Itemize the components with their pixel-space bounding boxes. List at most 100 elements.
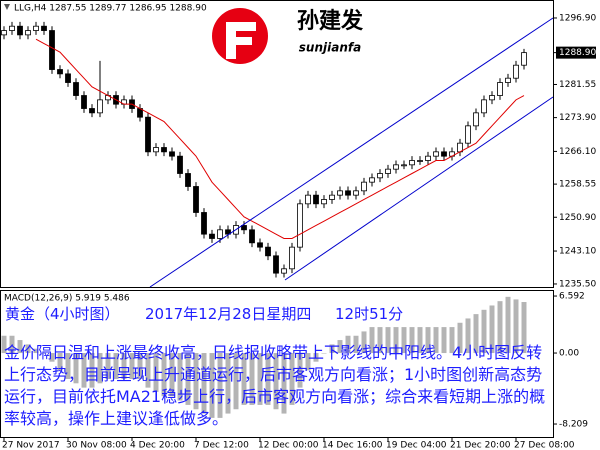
x-tick-label: 4 Dec 20:00 bbox=[130, 441, 185, 450]
candle-body bbox=[145, 116, 151, 153]
macd-bar bbox=[57, 353, 63, 371]
candle-body bbox=[345, 190, 351, 196]
macd-bar bbox=[401, 327, 407, 354]
macd-bar bbox=[73, 353, 79, 384]
candle-body bbox=[409, 160, 415, 166]
candle-body bbox=[225, 229, 231, 235]
candle-body bbox=[329, 194, 335, 200]
candle-body bbox=[513, 64, 519, 79]
macd-bar bbox=[161, 353, 167, 397]
macd-bar bbox=[417, 327, 423, 354]
ma-line bbox=[35, 38, 525, 239]
macd-bar bbox=[185, 353, 191, 405]
candle-body bbox=[17, 25, 23, 36]
macd-bar bbox=[249, 353, 255, 405]
macd-bar bbox=[97, 353, 103, 384]
macd-bar bbox=[217, 353, 223, 418]
macd-bar bbox=[489, 305, 495, 354]
last-price-box bbox=[556, 46, 596, 59]
channel-upper bbox=[149, 17, 554, 288]
candle-body bbox=[473, 112, 479, 127]
candle-body bbox=[425, 155, 431, 161]
macd-bar bbox=[353, 335, 359, 354]
macd-bar bbox=[113, 353, 119, 379]
macd-bar bbox=[65, 353, 71, 379]
macd-bar bbox=[449, 327, 455, 354]
macd-bar bbox=[521, 302, 527, 354]
macd-bar bbox=[33, 348, 39, 354]
macd-bar bbox=[409, 327, 415, 354]
candle-body bbox=[305, 194, 311, 205]
candle-body bbox=[369, 177, 375, 183]
candle-body bbox=[465, 125, 471, 144]
candle-body bbox=[193, 186, 199, 213]
x-tick-label: 14 Dec 16:00 bbox=[322, 441, 383, 450]
macd-bar bbox=[49, 353, 55, 362]
macd-bar bbox=[393, 327, 399, 354]
candle-body bbox=[281, 268, 287, 274]
candle-body bbox=[249, 229, 255, 244]
candle-body bbox=[241, 225, 247, 231]
macd-bar bbox=[329, 344, 335, 354]
candle-body bbox=[385, 168, 391, 174]
candle-body bbox=[9, 25, 15, 31]
y-tick-label: 6.592 bbox=[559, 292, 585, 302]
candle-body bbox=[321, 199, 327, 205]
macd-bar bbox=[225, 353, 231, 414]
candle-body bbox=[265, 246, 271, 257]
candle-body bbox=[33, 25, 39, 31]
macd-bar bbox=[209, 353, 215, 418]
macd-bar bbox=[105, 353, 111, 379]
macd-bar bbox=[433, 327, 439, 354]
candle-body bbox=[57, 69, 63, 75]
candle-body bbox=[377, 173, 383, 179]
candle-body bbox=[313, 194, 319, 205]
macd-bar bbox=[41, 353, 47, 354]
caption-title: 黄金（4小时图） bbox=[5, 305, 120, 323]
macd-bar bbox=[257, 353, 263, 405]
macd-bar bbox=[81, 353, 87, 388]
candle-body bbox=[297, 203, 303, 248]
macd-bar bbox=[137, 353, 143, 379]
y-tick-label: 1243.10 bbox=[559, 247, 596, 257]
y-tick-label: 1258.55 bbox=[559, 180, 596, 190]
macd-bar bbox=[1, 335, 7, 354]
macd-bar bbox=[297, 353, 303, 388]
y-tick-label: 0.00 bbox=[559, 349, 579, 359]
macd-bar bbox=[145, 353, 151, 388]
symbol-header: LLG,H4 1287.55 1289.77 1286.95 1288.90 bbox=[14, 4, 207, 14]
x-tick-label: 21 Dec 20:00 bbox=[450, 441, 511, 450]
candle-body bbox=[273, 255, 279, 274]
candle-body bbox=[1, 30, 7, 36]
macd-bar bbox=[193, 353, 199, 410]
macd-bar bbox=[169, 353, 175, 397]
macd-bar bbox=[313, 353, 319, 362]
candle-body bbox=[505, 77, 511, 83]
macd-bar bbox=[457, 322, 463, 354]
y-tick-label: 1296.90 bbox=[559, 13, 596, 23]
last-price-label: 1288.90 bbox=[559, 48, 596, 58]
logo-f bbox=[226, 22, 256, 59]
symbol-icon bbox=[4, 4, 10, 10]
y-tick-label: 1281.55 bbox=[559, 80, 596, 90]
x-tick-label: 27 Nov 2017 bbox=[2, 441, 60, 450]
candle-body bbox=[73, 82, 79, 96]
candle-body bbox=[65, 73, 71, 83]
y-tick-label: 1235.50 bbox=[559, 279, 596, 289]
macd-bar bbox=[481, 309, 487, 354]
macd-bar bbox=[289, 353, 295, 405]
x-tick-label: 19 Dec 04:00 bbox=[386, 441, 447, 450]
candle-body bbox=[185, 173, 191, 187]
x-tick-label: 30 Nov 08:00 bbox=[66, 441, 127, 450]
macd-bar bbox=[129, 353, 135, 379]
macd-bar bbox=[177, 353, 183, 401]
candle-body bbox=[417, 160, 423, 162]
y-tick-label: 1266.10 bbox=[559, 147, 596, 157]
macd-bar bbox=[377, 327, 383, 354]
candle-body bbox=[177, 155, 183, 174]
macd-bar bbox=[9, 335, 15, 354]
candle-body bbox=[81, 95, 87, 109]
channel-lower bbox=[284, 96, 554, 281]
x-tick-label: 7 Dec 12:00 bbox=[194, 441, 249, 450]
candle-body bbox=[393, 164, 399, 170]
